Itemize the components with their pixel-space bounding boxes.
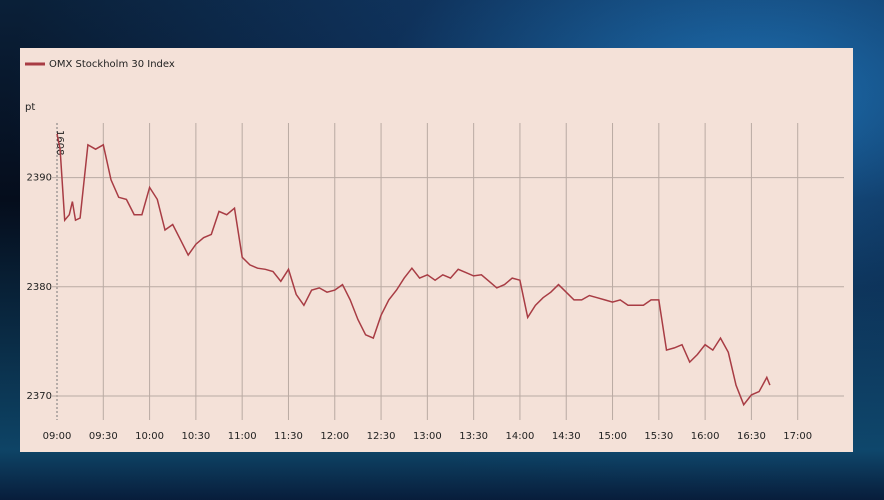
y-axis-label: pt bbox=[25, 102, 35, 113]
x-tick-label: 10:00 bbox=[135, 431, 164, 442]
x-tick-label: 16:30 bbox=[737, 431, 766, 442]
x-tick-label: 15:00 bbox=[598, 431, 627, 442]
x-tick-label: 09:30 bbox=[89, 431, 118, 442]
x-tick-label: 14:30 bbox=[552, 431, 581, 442]
chart-panel bbox=[20, 48, 853, 452]
y-tick-label: 2380 bbox=[27, 282, 52, 293]
y-tick-label: 2370 bbox=[27, 391, 52, 402]
x-tick-label: 13:30 bbox=[459, 431, 488, 442]
data-line bbox=[56, 133, 771, 407]
x-tick-label: 10:30 bbox=[181, 431, 210, 442]
legend-label: OMX Stockholm 30 Index bbox=[49, 59, 175, 70]
x-tick-label: 16:00 bbox=[691, 431, 720, 442]
x-tick-label: 09:00 bbox=[43, 431, 72, 442]
x-tick-label: 13:00 bbox=[413, 431, 442, 442]
x-tick-label: 17:00 bbox=[783, 431, 812, 442]
x-tick-label: 12:00 bbox=[320, 431, 349, 442]
x-tick-label: 12:30 bbox=[367, 431, 396, 442]
x-tick-label: 14:00 bbox=[506, 431, 535, 442]
x-tick-label: 11:30 bbox=[274, 431, 303, 442]
y-tick-label: 2390 bbox=[27, 173, 52, 184]
x-tick-label: 11:00 bbox=[228, 431, 257, 442]
x-tick-label: 15:30 bbox=[644, 431, 673, 442]
